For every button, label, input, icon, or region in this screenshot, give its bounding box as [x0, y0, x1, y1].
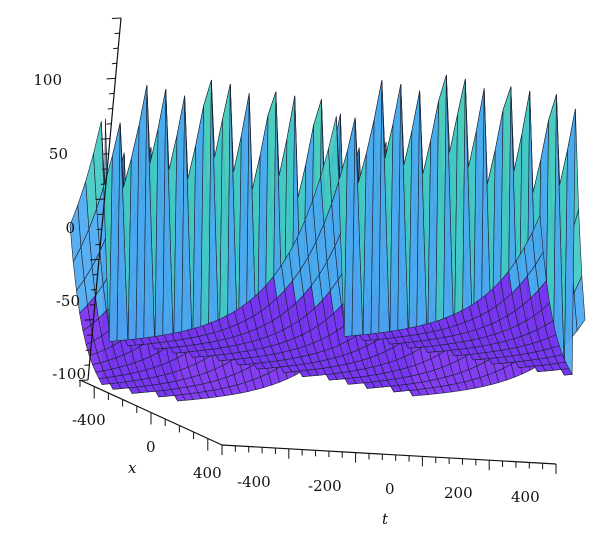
z-tick — [107, 108, 113, 110]
x-tick-label: 0 — [146, 438, 156, 456]
z-tick — [98, 213, 104, 216]
z-tick-label: 50 — [49, 145, 68, 163]
z-tick — [95, 243, 101, 246]
z-tick — [111, 62, 117, 65]
z-tick — [92, 273, 98, 276]
z-tick — [87, 334, 93, 336]
z-tick — [85, 349, 91, 351]
z-tick — [89, 304, 95, 306]
z-tick — [91, 289, 97, 291]
x-tick-label: -400 — [72, 411, 106, 429]
z-tick-label: -50 — [56, 292, 80, 310]
z-tick — [84, 319, 94, 321]
t-tick-label: 0 — [385, 480, 395, 498]
z-tick-label: 0 — [65, 219, 75, 237]
t-axis-line — [221, 444, 557, 465]
z-tick — [100, 138, 111, 140]
t-tick-marks — [221, 445, 557, 474]
z-tick — [102, 168, 108, 170]
t-axis-title: t — [382, 510, 389, 528]
z-tick — [100, 183, 106, 185]
z-tick — [111, 17, 122, 19]
z-tick-label: -100 — [52, 365, 86, 383]
z-tick — [89, 258, 100, 261]
z-tick — [103, 153, 109, 155]
z-tick — [84, 364, 90, 366]
t-tick-label: -400 — [237, 473, 271, 491]
t-axis: -400 -200 0 200 400 t — [221, 444, 557, 528]
t-tick-label: 200 — [444, 484, 473, 502]
x-axis-title: x — [128, 459, 137, 477]
z-tick — [114, 32, 120, 35]
z-tick — [95, 198, 105, 200]
t-tick-label: -200 — [308, 477, 342, 495]
t-tick-label: 400 — [511, 488, 540, 506]
z-tick — [96, 228, 102, 231]
z-tick — [113, 47, 119, 50]
z-tick — [106, 123, 112, 125]
z-tick-label: 100 — [33, 71, 62, 89]
z-tick — [109, 92, 115, 95]
z-tick — [106, 77, 116, 80]
surface-patch — [531, 214, 544, 266]
x-axis: -400 0 400 x — [72, 379, 223, 482]
x-tick-label: 400 — [193, 464, 222, 482]
surface-mesh — [69, 74, 586, 402]
